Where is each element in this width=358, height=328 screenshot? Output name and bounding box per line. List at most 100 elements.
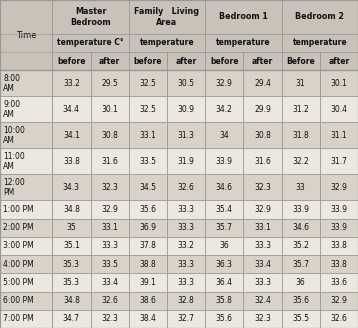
Bar (129, 0, 205, 34)
Bar (205, 255, 243, 273)
Text: 36: 36 (219, 241, 229, 251)
Text: after: after (252, 57, 273, 66)
Text: 32.9: 32.9 (330, 296, 347, 305)
Bar (167, 292, 205, 310)
Text: 5:00 PM: 5:00 PM (3, 278, 34, 287)
Bar (0, 122, 52, 148)
Bar (129, 96, 167, 122)
Text: 32.6: 32.6 (178, 183, 194, 192)
Bar (320, 273, 358, 292)
Bar (52, 34, 129, 52)
Text: 32.3: 32.3 (101, 315, 118, 323)
Text: 32.5: 32.5 (139, 105, 156, 114)
Bar (91, 122, 129, 148)
Text: 30.9: 30.9 (178, 105, 194, 114)
Bar (282, 273, 320, 292)
Bar (0, 174, 52, 200)
Bar (282, 122, 320, 148)
Text: 33.3: 33.3 (178, 223, 194, 232)
Bar (129, 237, 167, 255)
Text: 9:00
AM: 9:00 AM (3, 100, 20, 119)
Bar (320, 292, 358, 310)
Text: 31.6: 31.6 (254, 157, 271, 166)
Text: 6:00 PM: 6:00 PM (3, 296, 34, 305)
Bar (243, 70, 282, 96)
Text: 32.3: 32.3 (254, 315, 271, 323)
Bar (320, 148, 358, 174)
Bar (129, 52, 167, 70)
Text: 32.3: 32.3 (254, 183, 271, 192)
Bar (243, 52, 282, 70)
Bar (243, 255, 282, 273)
Text: 38.4: 38.4 (139, 315, 156, 323)
Bar (0, 96, 52, 122)
Text: 32.4: 32.4 (254, 296, 271, 305)
Bar (167, 70, 205, 96)
Bar (243, 96, 282, 122)
Text: 35.4: 35.4 (216, 205, 233, 214)
Text: 32.3: 32.3 (101, 183, 118, 192)
Text: Bedroom 1: Bedroom 1 (219, 12, 268, 21)
Bar (167, 148, 205, 174)
Bar (282, 148, 320, 174)
Text: 35.6: 35.6 (292, 296, 309, 305)
Text: 35.7: 35.7 (292, 260, 309, 269)
Text: 33.5: 33.5 (101, 260, 118, 269)
Text: 33.8: 33.8 (330, 241, 347, 251)
Bar (0, 219, 52, 237)
Bar (320, 174, 358, 200)
Text: 35: 35 (67, 223, 76, 232)
Text: 30.8: 30.8 (254, 131, 271, 140)
Text: 35.7: 35.7 (216, 223, 233, 232)
Bar (91, 174, 129, 200)
Text: 34.6: 34.6 (292, 223, 309, 232)
Bar (52, 70, 91, 96)
Bar (91, 237, 129, 255)
Text: 3:00 PM: 3:00 PM (3, 241, 34, 251)
Bar (52, 0, 129, 34)
Bar (91, 292, 129, 310)
Text: 34.5: 34.5 (139, 183, 156, 192)
Bar (205, 219, 243, 237)
Bar (52, 200, 91, 219)
Bar (91, 273, 129, 292)
Bar (91, 148, 129, 174)
Bar (129, 219, 167, 237)
Bar (52, 255, 91, 273)
Text: 32.9: 32.9 (330, 183, 347, 192)
Text: 34.2: 34.2 (216, 105, 233, 114)
Bar (0, 255, 52, 273)
Text: 35.6: 35.6 (139, 205, 156, 214)
Text: 33.3: 33.3 (178, 205, 194, 214)
Text: 29.4: 29.4 (254, 79, 271, 88)
Bar (320, 96, 358, 122)
Text: 33.9: 33.9 (216, 157, 233, 166)
Bar (167, 96, 205, 122)
Text: 10:00
AM: 10:00 AM (3, 126, 25, 145)
Text: 35.1: 35.1 (63, 241, 80, 251)
Text: 36.4: 36.4 (216, 278, 233, 287)
Text: 32.9: 32.9 (254, 205, 271, 214)
Bar (282, 200, 320, 219)
Text: 33.1: 33.1 (254, 223, 271, 232)
Text: 31.3: 31.3 (178, 131, 194, 140)
Bar (282, 0, 358, 34)
Text: Master
Bedroom: Master Bedroom (70, 7, 111, 27)
Bar (282, 292, 320, 310)
Bar (167, 122, 205, 148)
Bar (52, 122, 91, 148)
Text: 34.4: 34.4 (63, 105, 80, 114)
Bar (282, 34, 358, 52)
Text: Time: Time (16, 31, 37, 40)
Text: 36.9: 36.9 (139, 223, 156, 232)
Bar (205, 237, 243, 255)
Bar (0, 273, 52, 292)
Text: 32.8: 32.8 (178, 296, 194, 305)
Text: temperature: temperature (292, 38, 347, 48)
Text: 1:00 PM: 1:00 PM (3, 205, 34, 214)
Bar (129, 174, 167, 200)
Text: 33.1: 33.1 (101, 223, 118, 232)
Text: 31.1: 31.1 (330, 131, 347, 140)
Bar (129, 122, 167, 148)
Text: 30.1: 30.1 (101, 105, 118, 114)
